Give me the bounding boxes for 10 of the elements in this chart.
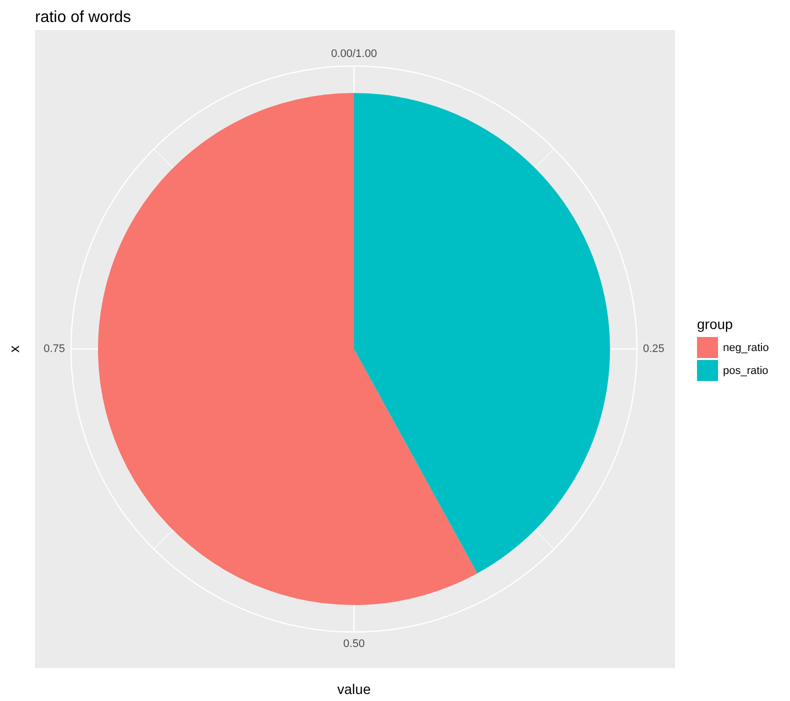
legend-label: neg_ratio <box>723 342 769 354</box>
text: 0.75 <box>44 343 66 356</box>
text: 0.00/1.00 <box>331 48 377 60</box>
text: 0.25 <box>642 343 664 356</box>
chart-title: ratio of words <box>35 9 132 26</box>
text: value <box>337 681 371 697</box>
text: x <box>6 346 22 352</box>
legend-label: pos_ratio <box>723 364 768 376</box>
text: 0.50 <box>343 638 365 650</box>
legend-title: group <box>697 316 734 332</box>
